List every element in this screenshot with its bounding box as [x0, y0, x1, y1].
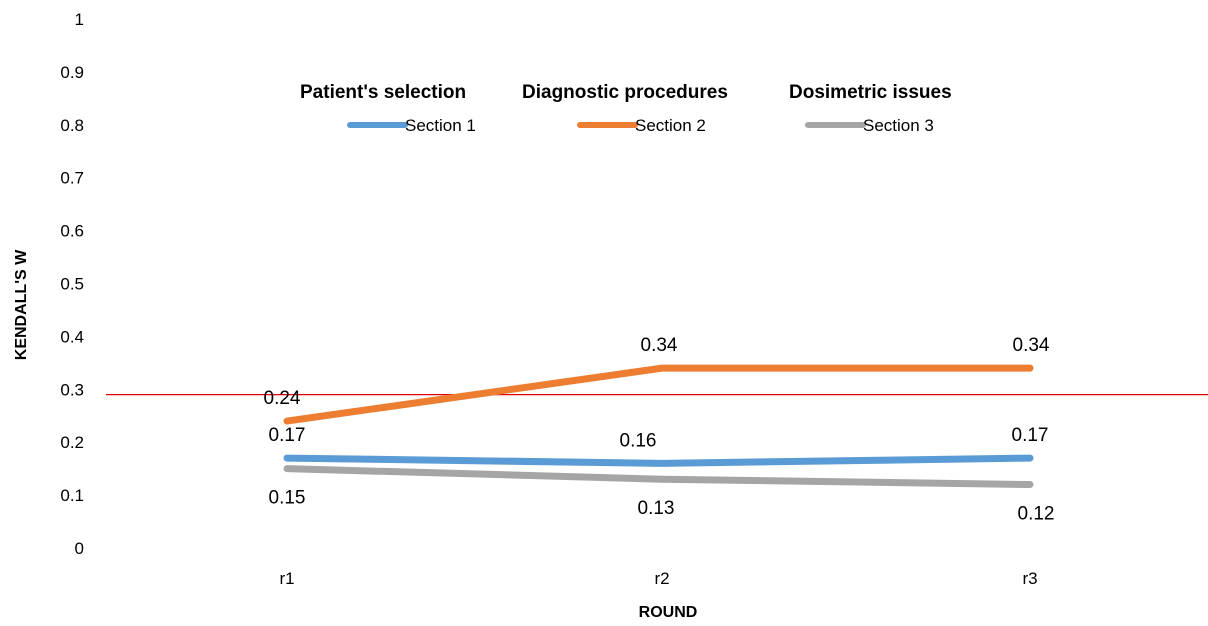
legend-group-title: Patient's selection: [300, 82, 466, 103]
y-tick-label: 0.9: [60, 63, 84, 82]
series-line: [283, 454, 1034, 467]
y-tick-label: 0.8: [60, 116, 84, 135]
y-tick-label: 0.7: [60, 169, 84, 188]
data-label: 0.34: [1013, 335, 1050, 356]
y-axis-ticks: 0 0.1 0.2 0.3 0.4 0.5 0.6 0.7 0.8 0.9 1: [60, 10, 84, 558]
series-lines: [283, 364, 1034, 489]
data-label: 0.16: [620, 430, 657, 451]
series-line: [283, 465, 1034, 489]
x-tick-label: r1: [279, 569, 294, 588]
y-tick-label: 1: [75, 10, 84, 29]
y-axis-title: KENDALL'S W: [13, 249, 30, 360]
y-tick-label: 0: [75, 539, 84, 558]
data-label: 0.13: [638, 498, 675, 519]
data-label: 0.34: [641, 335, 678, 356]
y-tick-label: 0.3: [60, 380, 84, 399]
y-tick-label: 0.5: [60, 275, 84, 294]
y-tick-label: 0.4: [60, 327, 84, 346]
x-tick-label: r2: [654, 569, 669, 588]
x-axis-title: ROUND: [639, 604, 698, 621]
series-line: [283, 364, 1034, 425]
legend-group-title: Dosimetric issues: [789, 82, 952, 103]
data-label: 0.15: [269, 488, 306, 509]
y-tick-label: 0.1: [60, 486, 84, 505]
data-label: 0.12: [1018, 504, 1055, 525]
data-label: 0.17: [269, 425, 306, 446]
legend-entry: Section 1: [405, 116, 476, 135]
legend-entry: Section 2: [635, 116, 706, 135]
x-tick-label: r3: [1022, 569, 1037, 588]
y-tick-label: 0.6: [60, 222, 84, 241]
legend-entry: Section 3: [863, 116, 934, 135]
y-tick-label: 0.2: [60, 433, 84, 452]
data-labels: 0.17 0.16 0.17 0.24 0.34 0.34 0.15 0.13 0.12: [264, 335, 1055, 524]
legend: Patient's selection Section 1 Diagnostic p…: [300, 82, 952, 135]
data-label: 0.17: [1012, 425, 1049, 446]
legend-group-title: Diagnostic procedures: [522, 82, 728, 103]
x-axis-ticks: r1 r2 r3: [279, 569, 1037, 588]
data-label: 0.24: [264, 388, 301, 409]
